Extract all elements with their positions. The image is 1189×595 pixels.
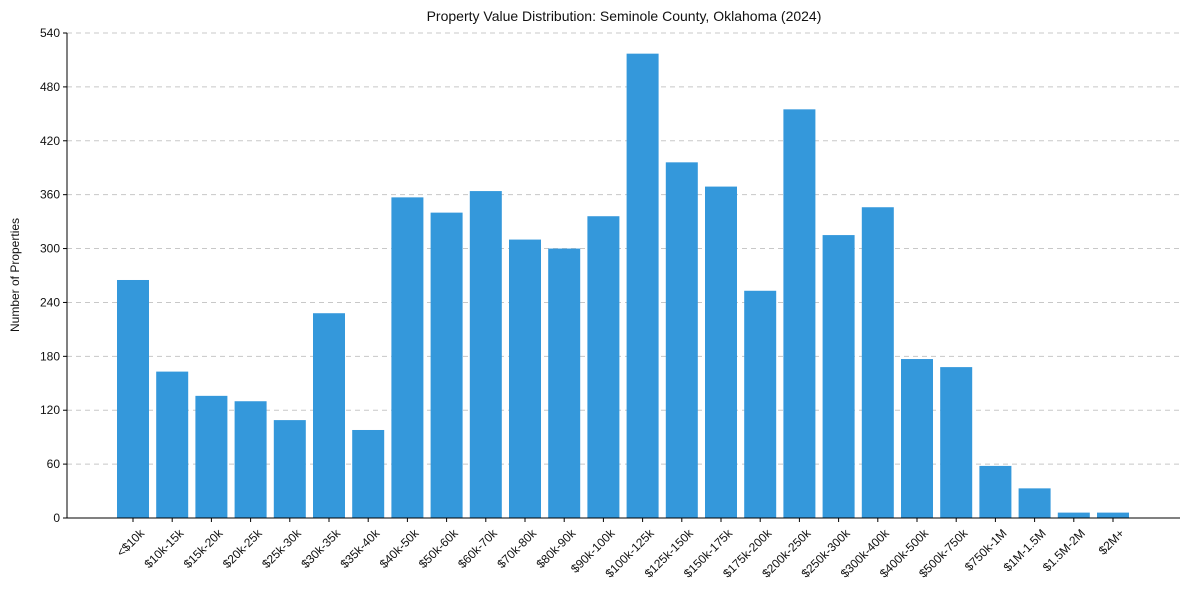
- y-tick-label: 480: [40, 80, 60, 94]
- bar: [469, 191, 502, 518]
- grid-layer: [67, 32, 1180, 465]
- y-tick-label: 360: [40, 188, 60, 202]
- y-tick-label: 60: [47, 457, 61, 471]
- x-tick-label: <$10k: [114, 526, 148, 560]
- y-tick-label: 300: [40, 242, 60, 256]
- bar: [195, 395, 228, 518]
- x-tick-label: $1.5M-2M: [1040, 526, 1088, 574]
- bar: [352, 429, 385, 518]
- bar: [509, 239, 541, 518]
- bar: [117, 279, 149, 518]
- x-tick-label: $20k-25k: [220, 526, 266, 572]
- bar: [430, 212, 463, 518]
- bar: [822, 235, 855, 519]
- bar: [665, 162, 698, 519]
- y-tick-label: 0: [53, 511, 60, 525]
- bar: [783, 109, 816, 518]
- x-tick-label: $15k-20k: [181, 526, 227, 572]
- bar: [234, 401, 267, 518]
- bar: [273, 420, 306, 518]
- y-tick-label: 180: [40, 349, 60, 363]
- y-tick-label: 420: [40, 134, 60, 148]
- x-tick-label: $60k-70k: [455, 526, 501, 572]
- x-tick-label: $35k-40k: [338, 526, 384, 572]
- bar: [626, 53, 659, 518]
- bar: [1018, 488, 1051, 518]
- x-tick-label: $25k-30k: [259, 526, 305, 572]
- bar: [587, 216, 620, 518]
- bar: [861, 207, 894, 519]
- x-tick-label: $10k-15k: [142, 526, 188, 572]
- x-tick-label: $30k-35k: [298, 526, 344, 572]
- y-axis-label: Number of Properties: [8, 218, 22, 332]
- bar: [313, 313, 345, 518]
- bar: [901, 359, 933, 518]
- bar: [940, 367, 973, 518]
- x-tick-label: $40k-50k: [377, 526, 423, 572]
- y-tick-label: 540: [40, 26, 60, 40]
- bar: [744, 290, 777, 518]
- x-tick-label: $70k-80k: [494, 526, 540, 572]
- y-ticks-layer: 0 60 120 180 240 300 360 420 480 540: [40, 26, 67, 525]
- x-ticks-layer: <$10k$10k-15k$15k-20k$20k-25k$25k-30k$30…: [114, 518, 1127, 580]
- bar: [1057, 512, 1090, 518]
- y-tick-label: 120: [40, 403, 60, 417]
- bar: [1097, 512, 1129, 518]
- bar: [548, 248, 581, 519]
- bar: [156, 371, 189, 518]
- bars-layer: [117, 53, 1129, 519]
- bar: [979, 465, 1012, 518]
- y-tick-label: 240: [40, 295, 60, 309]
- chart-title: Property Value Distribution: Seminole Co…: [427, 8, 822, 24]
- x-tick-label: $50k-60k: [416, 526, 462, 572]
- axes-layer: [66, 33, 1180, 519]
- bar: [705, 186, 737, 519]
- bar: [391, 197, 424, 518]
- x-tick-label: $2M+: [1096, 526, 1127, 557]
